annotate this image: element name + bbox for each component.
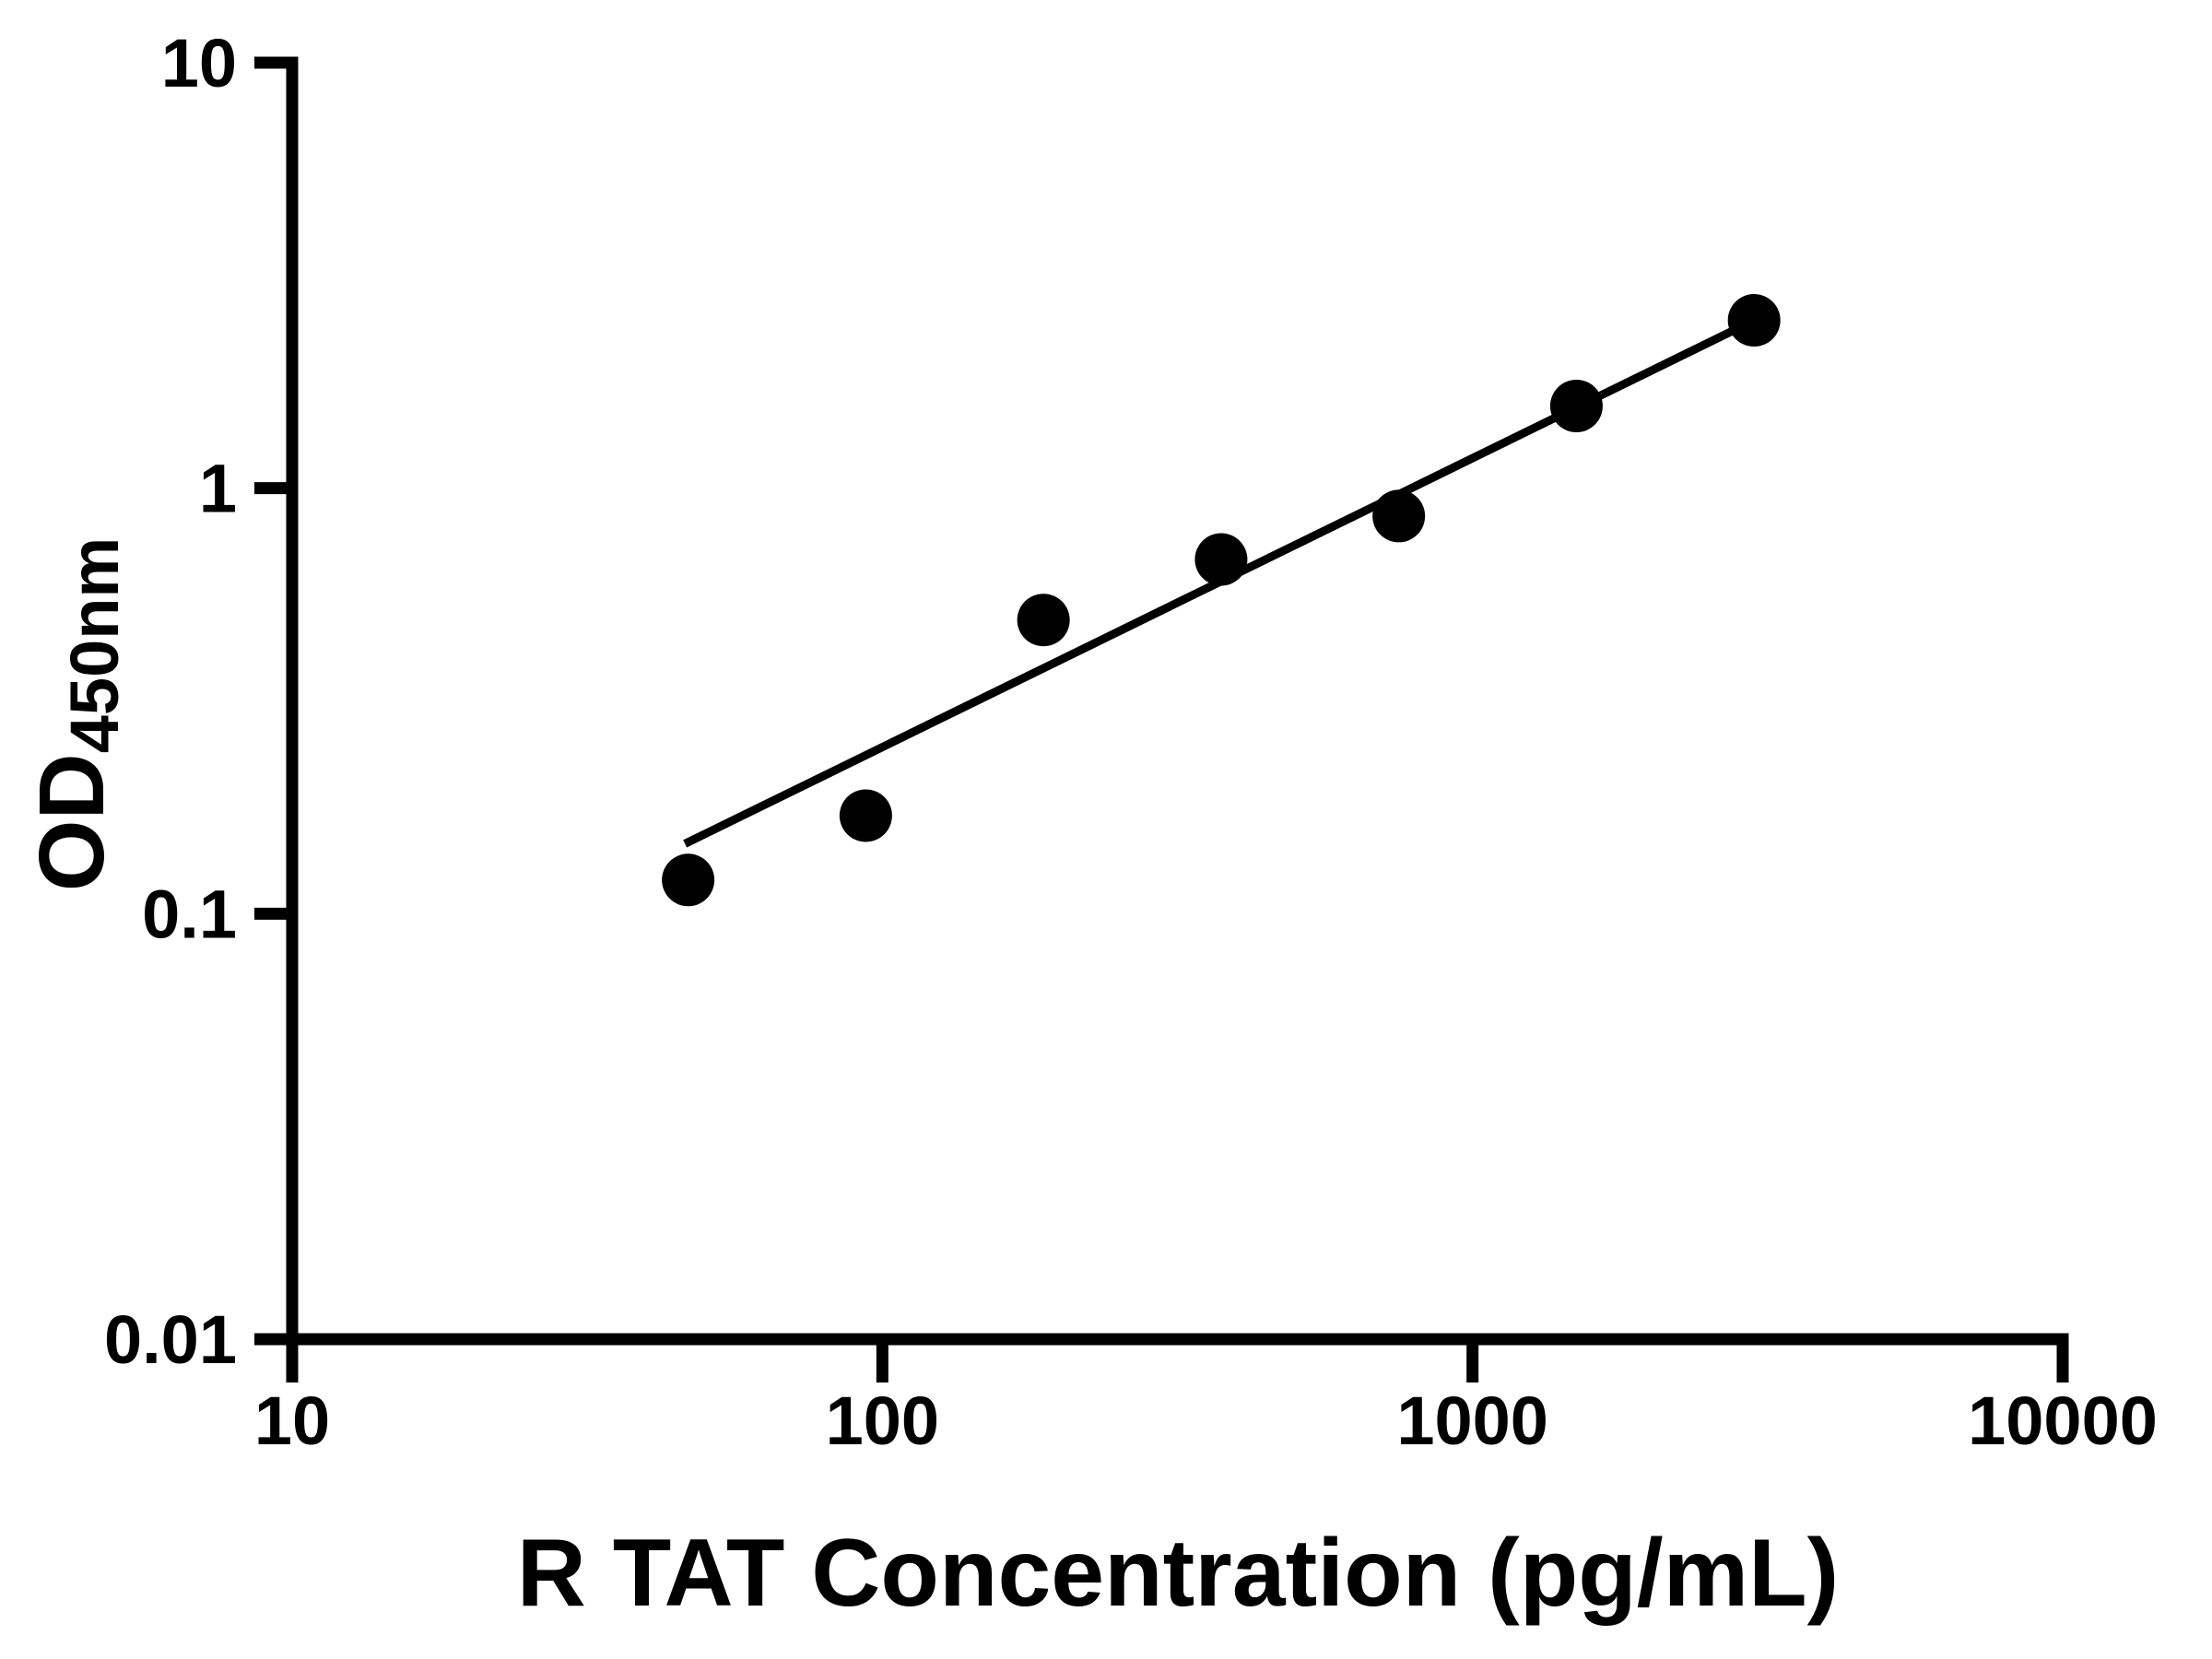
y-axis-title-main: OD xyxy=(20,753,124,891)
data-point xyxy=(662,853,715,907)
y-axis-ticks: 10 1 0.1 0.01 xyxy=(104,25,292,1378)
data-point xyxy=(1549,380,1603,433)
axes xyxy=(286,56,2069,1346)
x-tick-label: 100 xyxy=(826,1382,939,1459)
y-axis-title-subscript: 450nm xyxy=(56,537,133,753)
y-tick-label: 0.01 xyxy=(104,1301,237,1378)
x-axis-ticks: 10 100 1000 10000 xyxy=(254,1339,2158,1459)
y-tick-label: 1 xyxy=(199,451,237,527)
x-tick-label: 1000 xyxy=(1396,1382,1548,1459)
y-tick-label: 10 xyxy=(161,25,237,101)
x-tick-label: 10000 xyxy=(1968,1382,2158,1459)
data-points xyxy=(662,294,1781,907)
data-point xyxy=(1727,294,1781,347)
y-axis-title: OD450nm xyxy=(20,537,133,891)
data-point xyxy=(1017,594,1070,647)
data-point xyxy=(1194,533,1248,586)
x-tick-label: 10 xyxy=(254,1382,330,1459)
data-point xyxy=(1372,489,1426,543)
data-point xyxy=(839,789,892,842)
x-axis-title: R TAT Concentration (pg/mL) xyxy=(517,1520,1840,1627)
y-tick-label: 0.1 xyxy=(142,876,237,952)
